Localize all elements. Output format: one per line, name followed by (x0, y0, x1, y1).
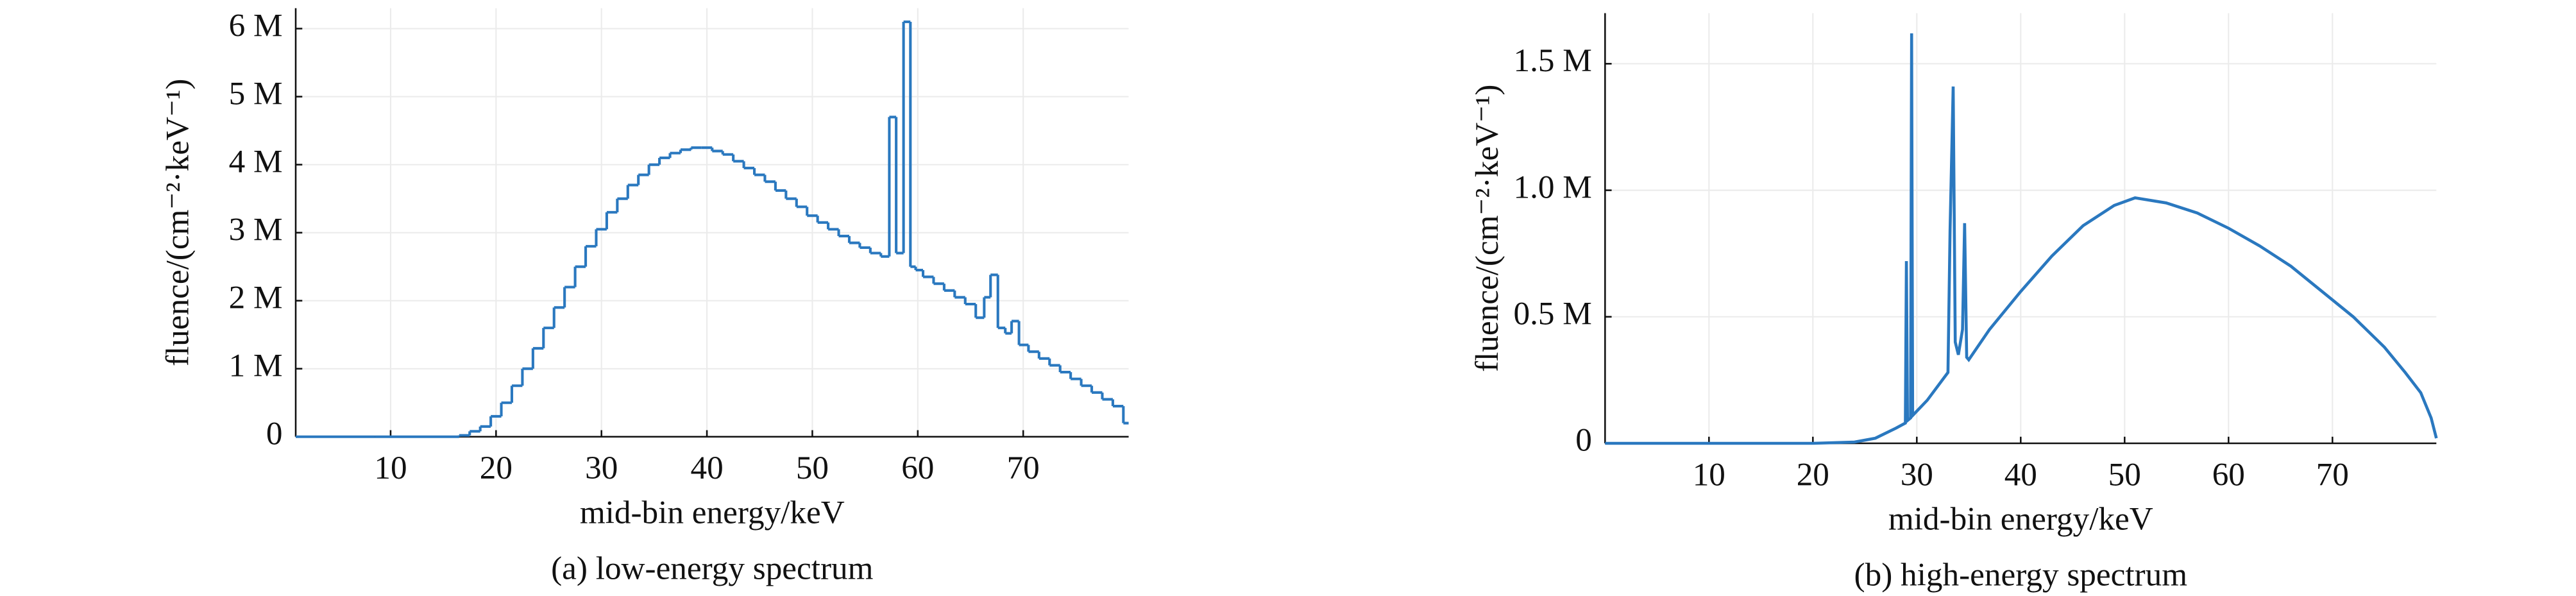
caption: (b) high-energy spectrum (1854, 557, 2188, 593)
subplot: 10 20 30 40 50 60 70 0 0.5 M 1.0 M 1.5 M mid-bin en… (1469, 13, 2438, 593)
x-tick-label: 60 (901, 450, 934, 486)
y-tick-label: 1.5 M (1513, 42, 1591, 79)
y-tick-label: 1.0 M (1513, 169, 1591, 205)
x-tick-label: 10 (1693, 456, 1725, 493)
caption: (a) low-energy spectrum (551, 550, 874, 586)
y-axis-label: fluence/(cm⁻²·keV⁻¹) (1469, 85, 1505, 372)
y-tick-label: 3 M (229, 211, 283, 248)
x-tick-label: 60 (2212, 456, 2245, 493)
y-tick-label: 0.5 M (1513, 296, 1591, 332)
y-tick-label: 0 (1575, 422, 1592, 459)
x-tick-label: 70 (1007, 450, 1040, 486)
y-tick-label: 0 (266, 416, 283, 452)
x-tick-label: 50 (2108, 456, 2141, 493)
x-tick-label: 10 (374, 450, 407, 486)
x-axis-label: mid-bin energy/keV (580, 494, 845, 531)
y-axis-label: fluence/(cm⁻²·keV⁻¹) (159, 79, 196, 366)
y-tick-label: 1 M (229, 347, 283, 384)
y-tick-label: 5 M (229, 75, 283, 112)
x-tick-label: 20 (480, 450, 513, 486)
y-tick-label: 6 M (229, 7, 283, 44)
x-tick-label: 30 (1901, 456, 1933, 493)
x-tick-label: 20 (1797, 456, 1829, 493)
x-tick-label: 70 (2316, 456, 2349, 493)
x-tick-label: 50 (796, 450, 829, 486)
x-tick-label: 40 (690, 450, 723, 486)
y-tick-label: 2 M (229, 279, 283, 316)
x-tick-label: 30 (585, 450, 618, 486)
x-tick-label: 40 (2004, 456, 2037, 493)
x-axis-label: mid-bin energy/keV (1888, 501, 2153, 538)
spectrum-line (1605, 33, 2438, 445)
y-tick-label: 4 M (229, 143, 283, 180)
subplot: 10 20 30 40 50 60 70 0 1 M 2 M 3 M 4 M 5 M 6 M mid-bin… (159, 7, 1129, 586)
